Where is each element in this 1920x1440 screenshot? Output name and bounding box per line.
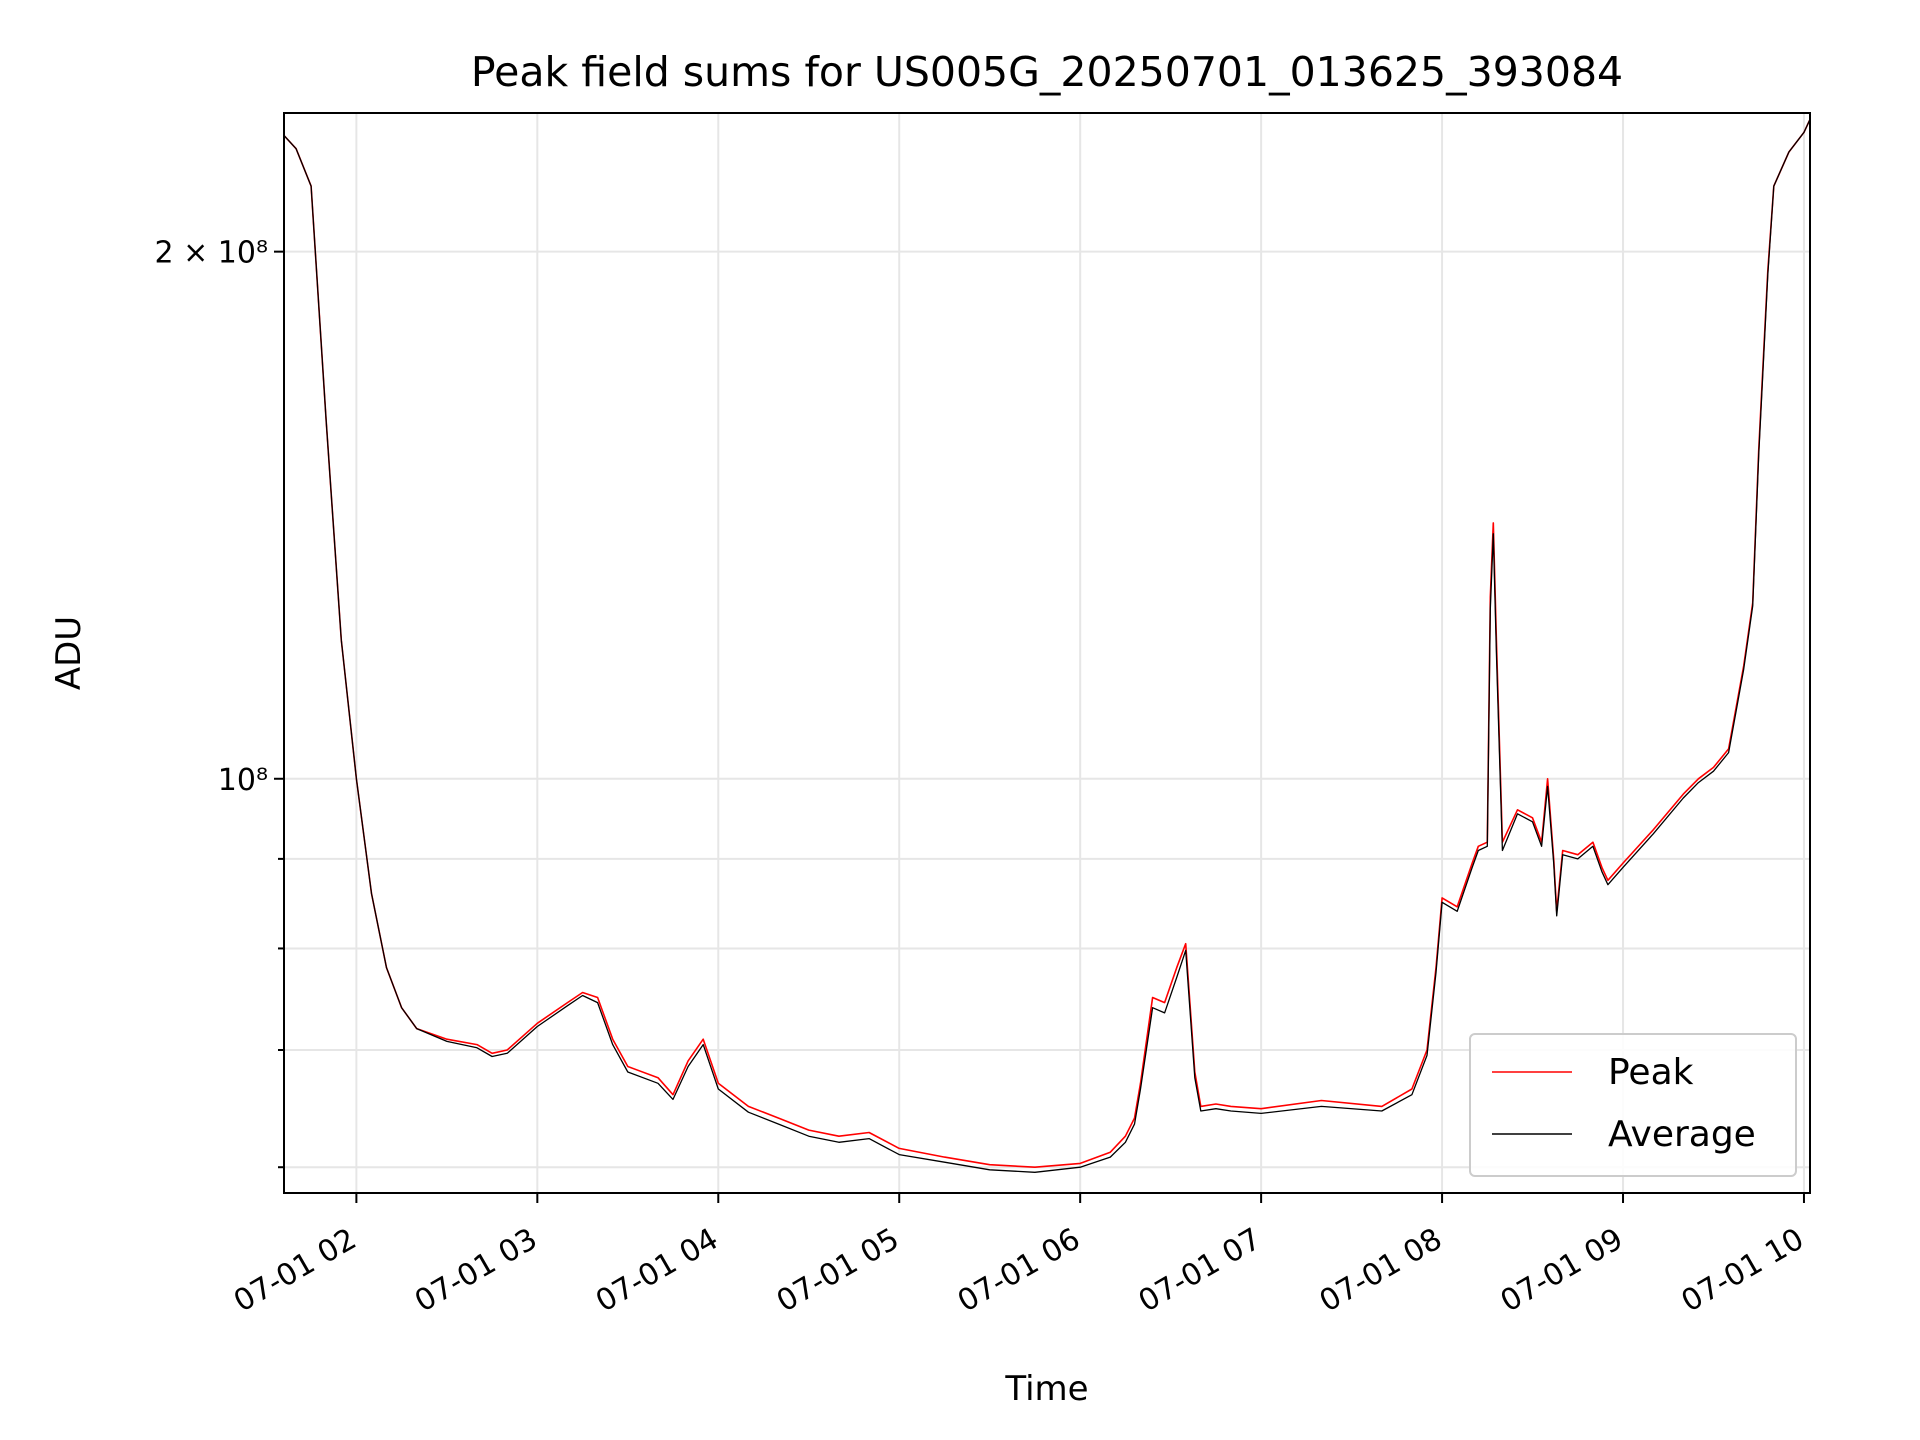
plot-frame <box>283 112 1811 1194</box>
x-axis-label: Time <box>1004 1369 1088 1409</box>
y-tick-label: 2 × 10⁸ <box>155 236 269 271</box>
y-axis: 2 × 10⁸ 10⁸ <box>155 236 284 1169</box>
y-tick-label: 10⁸ <box>218 763 268 798</box>
y-axis-label: ADU <box>49 616 89 690</box>
legend: Peak Average <box>1469 1033 1797 1177</box>
grid-layer <box>284 113 1810 1193</box>
legend-box <box>1469 1033 1797 1177</box>
chart-title: Peak field sums for US005G_20250701_0136… <box>471 48 1623 96</box>
series-line-average <box>283 119 1811 1173</box>
legend-label-average: Average <box>1608 1114 1756 1155</box>
legend-label-peak: Peak <box>1608 1052 1694 1093</box>
series-layer <box>283 119 1811 1173</box>
